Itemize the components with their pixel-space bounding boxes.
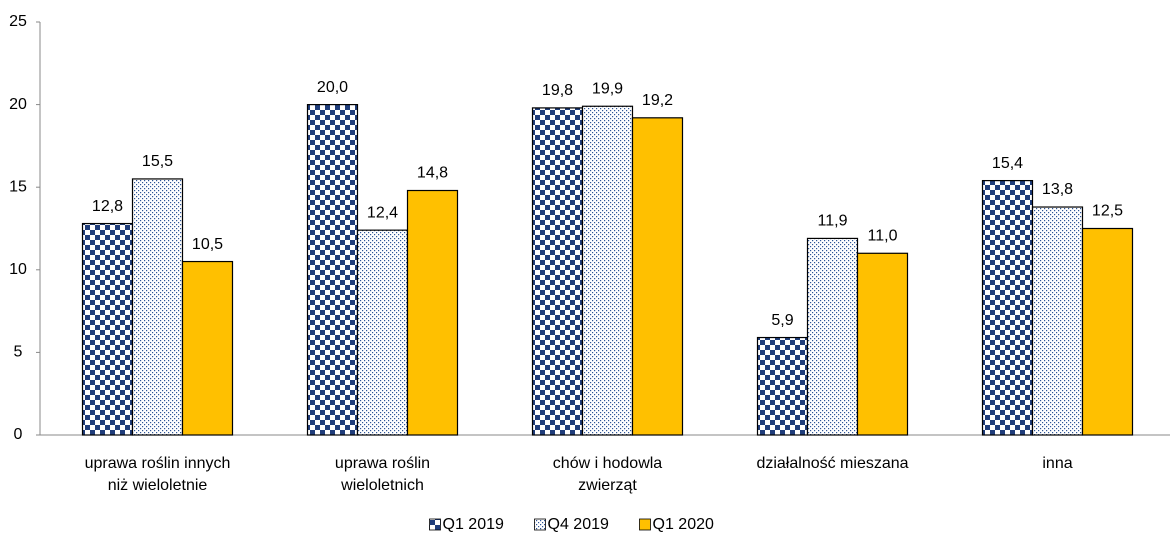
bar [756, 336, 809, 436]
data-label: 15,5 [142, 153, 173, 170]
y-tick-label: 10 [9, 261, 27, 278]
data-label: 12,5 [1092, 203, 1123, 220]
legend-swatch [534, 518, 546, 531]
legend-label: Q1 2020 [653, 516, 714, 533]
y-tick-label: 25 [9, 13, 27, 30]
y-tick-label: 15 [9, 178, 27, 195]
x-tick-label: działalność mieszana [756, 455, 909, 472]
bar [531, 107, 584, 436]
x-tick-label: chów i hodowla zwierząt [552, 455, 663, 494]
bar [1031, 206, 1084, 436]
bar [356, 229, 409, 436]
bar [806, 237, 859, 436]
data-label: 11,9 [818, 213, 848, 230]
bar [131, 178, 184, 436]
y-tick-label: 0 [14, 426, 23, 443]
data-label: 12,8 [92, 198, 123, 215]
legend-swatch [429, 518, 441, 531]
x-tick-label: inna [1042, 455, 1073, 472]
legend-swatch [639, 518, 651, 531]
bar [631, 117, 684, 436]
bar [856, 252, 909, 436]
data-label: 14,8 [417, 165, 448, 182]
data-label: 19,9 [592, 80, 623, 97]
legend-label: Q4 2019 [548, 516, 609, 533]
data-label: 11,0 [868, 227, 898, 244]
bar [981, 179, 1034, 436]
bar [581, 105, 634, 436]
data-label: 15,4 [992, 155, 1023, 172]
bar [181, 260, 234, 436]
bar [1081, 227, 1134, 436]
data-label: 19,8 [542, 82, 573, 99]
legend-label: Q1 2019 [443, 516, 504, 533]
data-label: 20,0 [317, 79, 348, 96]
y-tick-label: 20 [9, 96, 27, 113]
bar [406, 189, 459, 436]
y-tick-label: 5 [14, 344, 23, 361]
data-label: 10,5 [192, 236, 223, 253]
bar [81, 222, 134, 436]
x-tick-label: uprawa roślin innych niż wieloletnie [84, 455, 231, 494]
bar [306, 103, 359, 436]
x-tick-label: uprawa roślin wieloletnich [334, 455, 431, 494]
data-label: 13,8 [1042, 181, 1073, 198]
data-label: 12,4 [367, 204, 398, 221]
data-label: 5,9 [771, 312, 793, 329]
data-label: 19,2 [642, 92, 673, 109]
